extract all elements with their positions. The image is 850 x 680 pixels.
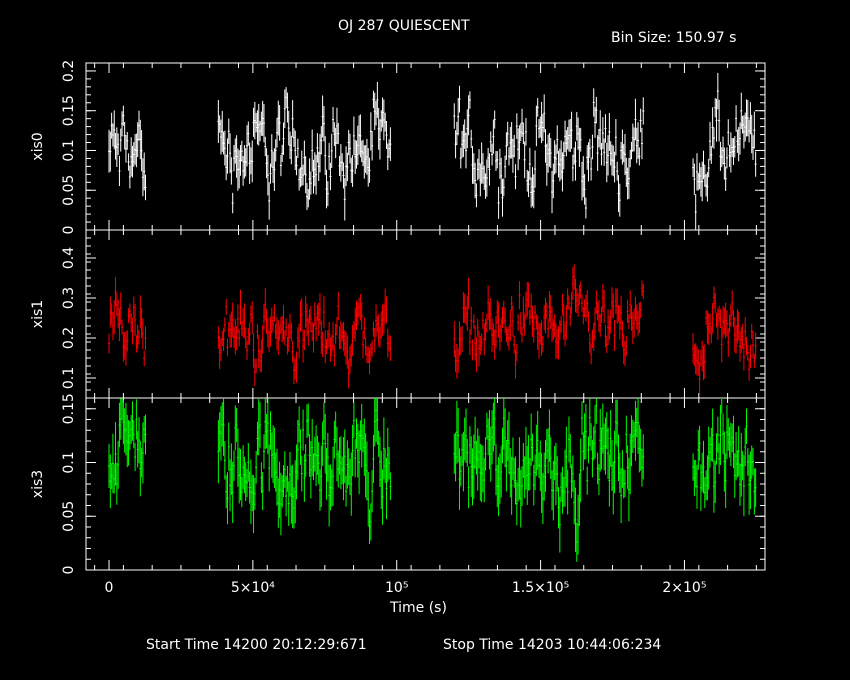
- x-tick-label: 0: [105, 580, 114, 596]
- y-tick-label: 0: [61, 226, 77, 235]
- series-xis0: [108, 72, 757, 230]
- panel-frame: [85, 229, 766, 399]
- y-tick-label: 0.15: [61, 393, 77, 424]
- start-time-label: Start Time 14200 20:12:29:671: [146, 637, 367, 653]
- y-tick-label: 0.2: [61, 327, 77, 349]
- y-tick-label: 0.1: [61, 451, 77, 473]
- panel-xis1: 0.1 0.2 0.3 0.4 xis1: [30, 229, 766, 399]
- x-tick-label: 1.5×10⁵: [512, 580, 569, 596]
- series-xis3: [108, 398, 757, 562]
- panel-xis3: 0 0.05 0.1 0.15 xis3: [30, 393, 766, 575]
- y-tick-label: 0.4: [61, 247, 77, 269]
- y-tick-label: 0: [61, 566, 77, 575]
- chart-title: OJ 287 QUIESCENT: [338, 18, 470, 34]
- x-tick-label: 2×10⁵: [662, 580, 706, 596]
- y-tick-label: 0.05: [61, 501, 77, 532]
- y-tick-label: 0.2: [61, 60, 77, 82]
- panel-frame: [85, 397, 766, 571]
- bin-size-label: Bin Size: 150.97 s: [611, 30, 737, 46]
- y-axis-label: xis0: [30, 132, 46, 160]
- y-tick-label: 0.1: [61, 367, 77, 389]
- panel-xis0: 0 0.05 0.1 0.15 0.2 xis0: [30, 60, 766, 235]
- stop-time-label: Stop Time 14203 10:44:06:234: [443, 637, 662, 653]
- y-tick-label: 0.15: [61, 95, 77, 126]
- x-axis-label: Time (s): [390, 600, 447, 616]
- x-tick-label: 10⁵: [385, 580, 408, 596]
- y-tick-label: 0.05: [61, 175, 77, 206]
- y-tick-label: 0.3: [61, 287, 77, 309]
- y-axis-label: xis1: [30, 300, 46, 328]
- y-tick-label: 0.1: [61, 139, 77, 161]
- series-xis1: [108, 264, 757, 397]
- panel-frame: [85, 62, 766, 231]
- y-axis-label: xis3: [30, 470, 46, 498]
- x-tick-label: 5×10⁴: [231, 580, 275, 596]
